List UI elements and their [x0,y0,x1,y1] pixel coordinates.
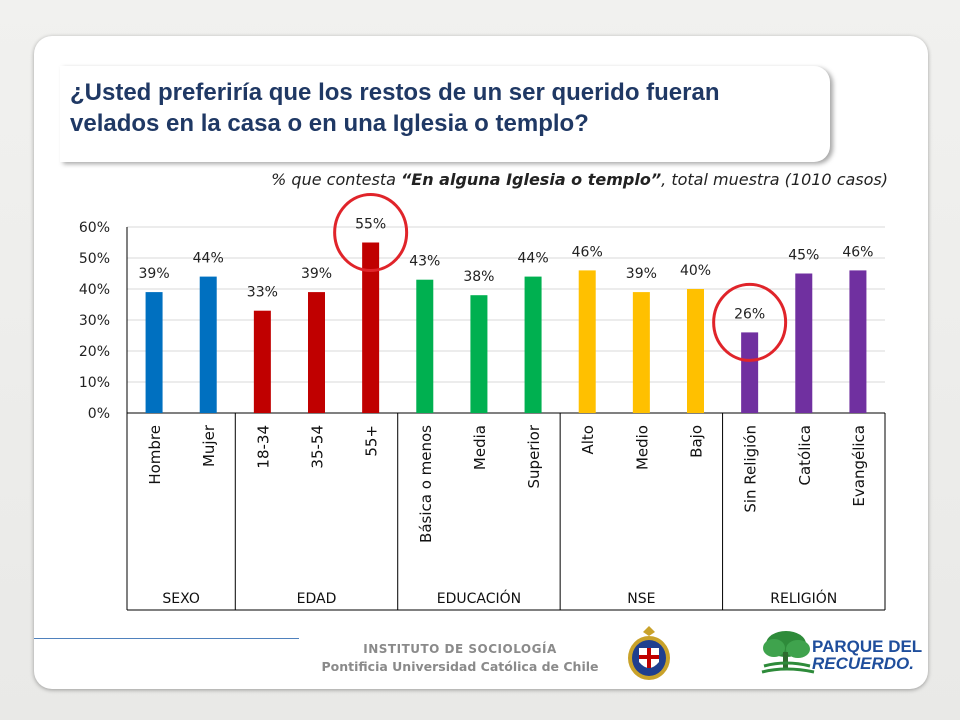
y-tick-label: 10% [79,375,110,391]
bar [632,292,650,413]
parque-tree-logo-icon [761,631,815,674]
bar [524,276,542,413]
bar [308,292,325,413]
y-tick-label: 30% [79,313,110,329]
category-label: 55+ [363,425,381,457]
bar [578,270,596,413]
category-label: Básica o menos [417,425,435,543]
university-seal-icon [628,626,670,680]
y-tick-label: 60% [79,220,110,236]
data-label: 44% [518,251,549,267]
y-tick-label: 40% [79,282,110,298]
data-label: 40% [680,263,711,279]
chart-subtitle: % que contesta “En alguna Iglesia o temp… [271,170,888,189]
data-label: 33% [247,285,278,301]
category-label: Evangélica [850,425,868,507]
institution-block: INSTITUTO DE SOCIOLOGÍA Pontificia Unive… [300,642,620,674]
highlight-circle [712,282,788,362]
bar [199,276,217,413]
data-label: 45% [788,248,819,264]
category-label: 35-54 [309,425,327,469]
data-label: 39% [139,266,170,282]
data-label: 46% [842,244,873,260]
data-label: 46% [572,244,603,260]
partner-name-line2: RECUERDO. [812,654,915,673]
category-label: Hombre [146,425,164,485]
bar [687,289,704,413]
category-label: 18-34 [254,425,272,469]
category-label: Sin Religión [742,425,760,513]
category-label: Mujer [200,424,218,467]
data-label: 26% [734,306,765,322]
category-label: Superior [525,424,543,488]
university-name: Pontificia Universidad Católica de Chile [321,659,599,674]
data-label: 38% [463,269,494,285]
group-label: RELIGIÓN [770,589,837,607]
group-label: SEXO [162,591,199,607]
bar [741,332,759,413]
bar [253,310,271,413]
data-label: 43% [409,254,440,270]
y-tick-label: 50% [79,251,110,267]
category-label: Católica [796,425,814,486]
subtitle-prefix: % que contesta [271,170,401,189]
data-label: 39% [626,266,657,282]
subtitle-answer: “En alguna Iglesia o templo” [400,170,662,189]
y-tick-label: 20% [79,344,110,360]
bar [849,270,867,413]
footer-divider [34,638,299,639]
chart-title: ¿Usted preferiría que los restos de un s… [70,79,720,137]
group-label: EDAD [297,591,337,607]
subtitle-suffix: , total muestra (1010 casos) [661,170,888,189]
category-label: Bajo [688,425,706,458]
title-box [60,66,830,162]
partner-name-line1: PARQUE DEL [812,637,923,656]
data-label: 55% [355,217,386,233]
y-tick-label: 0% [88,406,110,422]
bar [145,292,163,413]
data-label: 39% [301,266,332,282]
bar [795,273,813,413]
data-label: 44% [193,251,224,267]
category-label: Alto [579,425,597,455]
highlight-circle [333,193,409,272]
bar [362,242,380,413]
group-label: EDUCACIÓN [437,589,521,607]
category-label: Media [471,425,489,470]
group-label: NSE [627,591,655,607]
bar [470,295,488,413]
bar [416,279,434,413]
institute-name: INSTITUTO DE SOCIOLOGÍA [363,642,557,656]
category-label: Medio [633,425,651,470]
